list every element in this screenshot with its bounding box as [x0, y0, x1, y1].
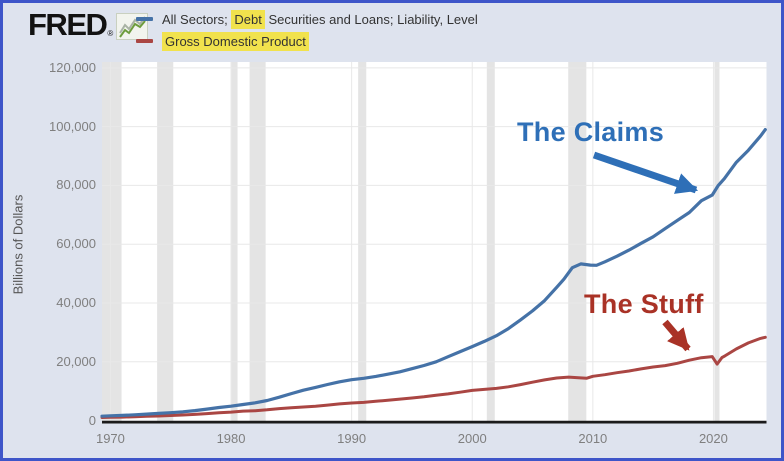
fred-logo-registered-mark: ® [107, 29, 114, 38]
sparkline-gray-line [119, 16, 147, 34]
legend-swatch-debt [136, 17, 153, 21]
x-tick-label: 1980 [216, 431, 246, 446]
plot-area [102, 62, 767, 422]
recession-band [102, 62, 122, 422]
legend-item-gdp: Gross Domestic Product [136, 30, 478, 52]
series-line-gdp [100, 335, 767, 419]
chart-plot-svg [100, 62, 767, 424]
legend-swatch-gdp [136, 39, 153, 43]
legend-label-debt-post: Securities and Loans; Liability, Level [264, 11, 478, 27]
y-tick-label: 100,000 [49, 118, 96, 134]
annotation-arrow-claims [592, 151, 699, 194]
legend-label-debt: All Sectors; Debt Securities and Loans; … [162, 9, 478, 29]
recession-band [714, 62, 720, 422]
y-tick-label: 60,000 [56, 236, 96, 252]
y-tick-label: 20,000 [56, 353, 96, 369]
series-line-debt [100, 128, 767, 418]
chart-legend: All Sectors; Debt Securities and Loans; … [136, 8, 478, 52]
fred-logo-text: FRED [28, 7, 108, 42]
recession-band [486, 62, 495, 422]
y-tick-label: 40,000 [56, 294, 96, 310]
recession-band [231, 62, 238, 422]
recession-band [358, 62, 367, 422]
recession-band [249, 62, 266, 422]
annotation-the-claims: The Claims [517, 117, 665, 147]
y-tick-label: 120,000 [49, 59, 96, 75]
x-tick-label: 2010 [578, 431, 608, 446]
legend-label-debt-highlight: Debt [231, 9, 265, 29]
x-tick-label: 2000 [457, 431, 487, 446]
annotation-arrow-stuff [662, 319, 691, 352]
legend-label-debt-pre: All Sectors; [162, 11, 232, 27]
legend-item-debt: All Sectors; Debt Securities and Loans; … [136, 8, 478, 30]
fred-logo: FRED ® [28, 7, 149, 42]
y-axis-title: Billions of Dollars [10, 194, 26, 295]
x-tick-label: 1970 [95, 431, 125, 446]
fred-logo-sparkline-icon [116, 13, 149, 40]
x-tick-label: 1990 [337, 431, 367, 446]
annotation-the-stuff: The Stuff [584, 289, 704, 319]
legend-label-gdp: Gross Domestic Product [162, 31, 309, 51]
legend-label-gdp-highlight: Gross Domestic Product [162, 31, 309, 51]
sparkline-green-line [119, 20, 147, 38]
recession-band [568, 62, 587, 422]
x-tick-label: 2020 [698, 431, 728, 446]
y-tick-label: 0 [88, 412, 96, 428]
recession-band [157, 62, 174, 422]
y-tick-label: 80,000 [56, 177, 96, 193]
